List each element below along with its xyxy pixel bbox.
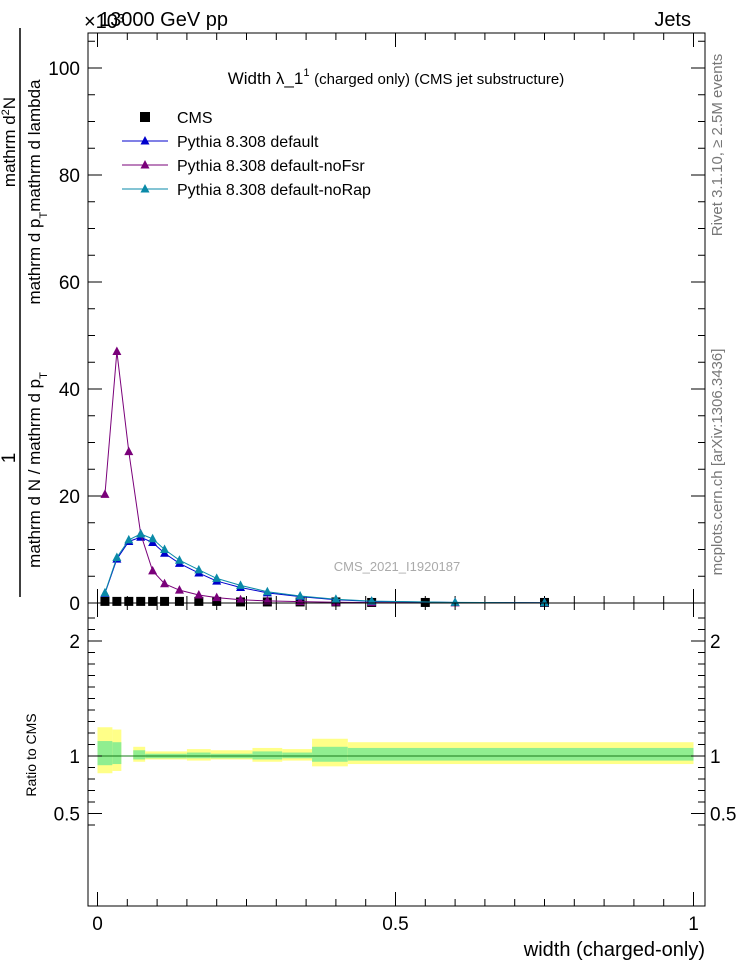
chart-title-rest: (charged only) (CMS jet substructure) — [314, 71, 564, 88]
legend-label: CMS — [177, 110, 213, 127]
ratio-xtick-label: 0.5 — [382, 914, 408, 935]
cms-point — [174, 596, 184, 606]
series-marker — [236, 580, 246, 589]
series-marker — [160, 544, 170, 553]
series-marker — [295, 591, 305, 600]
series-marker — [262, 586, 272, 596]
series-marker — [100, 489, 110, 498]
main-panel: 0 20 40 60 80 100 CMS_2021_I1920187 Width λ_1… — [0, 28, 706, 615]
series-marker — [331, 594, 341, 603]
chart-title-sup: 1 — [303, 67, 309, 79]
header-energy: 13000 GeV pp — [99, 9, 228, 31]
main-ytick-label: 0 — [69, 594, 80, 615]
ratio-bands — [97, 727, 694, 774]
series-marker — [160, 578, 170, 588]
ratio-ytick-label-right: 2 — [710, 632, 721, 653]
series-marker — [194, 589, 204, 599]
series-marker — [212, 573, 222, 582]
ratio-band-inner — [186, 752, 211, 759]
cms-point — [124, 596, 134, 606]
ylabel-denominator-mid: mathrm d pTmathrm d lambda — [25, 79, 50, 305]
legend-marker — [140, 112, 150, 122]
series-marker — [112, 346, 122, 356]
series-line — [104, 533, 545, 604]
cms-point — [194, 596, 204, 606]
chart-title-main: Width λ_1 — [228, 69, 304, 88]
series-marker — [540, 597, 549, 607]
ratio-ytick-label: 0.5 — [54, 805, 80, 826]
series-marker — [136, 528, 146, 538]
rivet-label: Rivet 3.1.10, ≥ 2.5M events — [709, 54, 726, 237]
series-line — [104, 351, 545, 604]
main-ytick-label: 80 — [59, 166, 80, 187]
series-marker — [100, 587, 110, 597]
cms-point — [160, 596, 170, 606]
mcplots-label: mcplots.cern.ch [arXiv:1306.3436] — [709, 349, 726, 576]
series-marker — [148, 533, 158, 543]
main-ytick-label: 40 — [59, 380, 80, 401]
series-marker — [174, 555, 184, 564]
ratio-axis-ticks: 0.5 0.5 1 1 2 2 0 0.5 1 — [54, 603, 736, 935]
main-ytick-label: 60 — [59, 273, 80, 294]
cms-point — [136, 596, 146, 606]
ratio-panel: 0.5 0.5 1 1 2 2 0 0.5 1 Ratio to CMS width (char… — [23, 602, 736, 961]
ratio-frame — [87, 602, 706, 907]
legend-label: Pythia 8.308 default — [177, 134, 319, 151]
ratio-ylabel: Ratio to CMS — [23, 713, 39, 796]
ratio-ytick-label-right: 1 — [710, 747, 721, 768]
cms-point — [112, 596, 122, 606]
cms-point — [148, 596, 158, 606]
legend-marker — [140, 184, 150, 193]
series-layer — [100, 346, 549, 607]
main-axis-ticks: 0 20 40 60 80 100 — [48, 33, 705, 615]
xlabel: width (charged-only) — [523, 939, 705, 961]
series-marker — [148, 565, 158, 575]
cms-point — [100, 596, 110, 606]
ratio-band-inner — [282, 752, 313, 759]
legend-label: Pythia 8.308 default-noRap — [177, 182, 371, 199]
series-line — [104, 536, 545, 604]
legend-marker — [140, 136, 150, 145]
series-marker — [450, 597, 460, 606]
legend-marker — [140, 160, 150, 169]
ratio-band-inner — [312, 746, 348, 762]
series-marker — [194, 564, 204, 574]
cms-point — [212, 596, 222, 606]
series-marker — [112, 552, 122, 562]
ratio-band-inner — [97, 741, 113, 766]
ratio-band-inner — [133, 750, 146, 760]
main-ytick-label: 100 — [48, 59, 80, 80]
ratio-ytick-label-right: 0.5 — [710, 805, 736, 826]
ratio-xtick-label: 0 — [92, 914, 103, 935]
ylabel-denominator-top: mathrm d2N — [0, 97, 19, 187]
series-marker — [174, 585, 184, 594]
ratio-xtick-label: 1 — [688, 914, 699, 935]
ylabel-numerator: 1 — [0, 453, 20, 464]
series-marker — [236, 594, 246, 604]
series-marker — [124, 534, 134, 544]
ratio-band-inner — [347, 747, 694, 761]
series-marker — [262, 595, 272, 605]
main-ylabel: 1 mathrm d2N mathrm d pTmathrm d lambda … — [0, 28, 50, 597]
series-marker — [124, 446, 134, 456]
ratio-band-inner — [112, 742, 122, 765]
header-exponent: ×10³ — [84, 11, 125, 33]
chart-title: Width λ_11 (charged only) (CMS jet subst… — [228, 67, 565, 88]
legend-label: Pythia 8.308 default-noFsr — [177, 158, 365, 175]
legend: CMS Pythia 8.308 default Pythia 8.308 defa… — [122, 110, 371, 199]
ratio-band-inner — [252, 751, 283, 760]
series-marker — [212, 592, 222, 602]
main-ytick-label: 20 — [59, 487, 80, 508]
ylabel-denominator-bottom: mathrm d N / mathrm d pT — [25, 372, 50, 568]
header-process: Jets — [654, 9, 691, 31]
ratio-ytick-label: 1 — [69, 747, 80, 768]
watermark: CMS_2021_I1920187 — [334, 559, 461, 574]
ratio-ytick-label: 2 — [69, 632, 80, 653]
